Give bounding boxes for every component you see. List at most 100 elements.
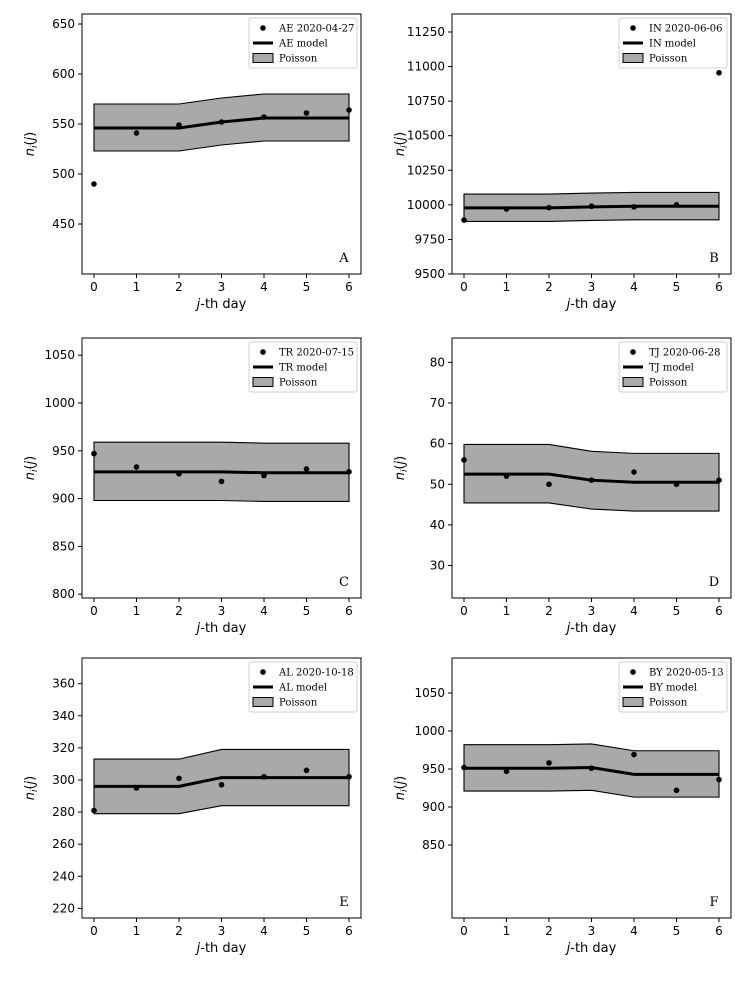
observed-point: [176, 470, 182, 477]
x-tick-label: 4: [630, 604, 638, 618]
x-tick-label: 0: [90, 924, 98, 938]
x-tick-label: 5: [303, 604, 311, 618]
x-tick-label: 2: [545, 604, 553, 618]
legend-entry-label: AL 2020-10-18: [278, 668, 354, 679]
observed-point: [218, 478, 225, 485]
y-tick-label: 360: [52, 677, 75, 691]
y-tick-label: 11000: [407, 60, 445, 74]
y-axis-label-paren: ): [393, 132, 408, 137]
x-tick-label: 5: [673, 604, 681, 618]
panel-letter: B: [709, 251, 719, 266]
observed-point: [303, 767, 310, 774]
panel-b: 0 1 2 3 4 5 6 9500 9750 10000 10250 10500 10750 11000…: [393, 13, 732, 312]
y-tick-label: 450: [52, 217, 75, 231]
y-tick-label: 60: [430, 437, 445, 451]
y-axis-label-paren: (: [393, 140, 408, 145]
x-tick-label: 4: [260, 280, 268, 294]
y-axis-label-paren: (: [393, 784, 408, 789]
x-tick-label: 3: [218, 280, 226, 294]
y-tick-label: 850: [422, 838, 445, 852]
observed-point: [346, 107, 352, 113]
x-tick-label: 1: [133, 604, 141, 618]
x-tick-label: 0: [460, 924, 468, 938]
y-tick-label: 500: [52, 167, 75, 181]
x-tick-label: 4: [260, 924, 268, 938]
y-axis-label-paren: (: [23, 784, 38, 789]
y-tick-label: 40: [430, 518, 445, 532]
legend-entry-label: Poisson: [279, 54, 318, 65]
observed-point: [176, 775, 182, 782]
observed-point: [218, 781, 225, 788]
x-tick-label: 2: [545, 280, 553, 294]
y-tick-label: 280: [52, 805, 75, 819]
x-axis-label-text: -th day: [570, 941, 616, 956]
observed-point: [546, 760, 552, 766]
y-tick-label: 30: [430, 559, 445, 573]
y-tick-label: 11250: [407, 25, 445, 39]
y-tick-label: 50: [430, 477, 445, 491]
observed-point: [133, 130, 140, 136]
observed-point: [631, 469, 637, 475]
poisson-band: [93, 748, 350, 815]
x-axis-label-var: j: [565, 941, 571, 956]
x-tick-label: 1: [503, 604, 511, 618]
y-axis-label-subscript: i: [30, 789, 40, 792]
legend-entry-label: BY model: [649, 683, 697, 694]
model-line: [94, 470, 349, 475]
x-tick-label: 1: [133, 280, 141, 294]
y-axis-label-var: n: [393, 472, 408, 480]
x-tick-label: 3: [218, 604, 226, 618]
y-axis-label-subscript: i: [400, 145, 410, 148]
panel-letter: D: [709, 575, 719, 590]
y-axis-label-paren: (: [23, 464, 38, 469]
x-axis-label-text: -th day: [570, 621, 616, 636]
legend-entry-label: Poisson: [649, 698, 688, 709]
y-tick-label: 340: [52, 709, 75, 723]
x-tick-label: 6: [715, 604, 723, 618]
observed-point: [631, 204, 637, 210]
y-axis-label-paren: ): [23, 456, 38, 461]
observed-point: [673, 481, 680, 488]
x-axis-label: j-th day: [195, 297, 247, 312]
legend-marker-band: [252, 377, 274, 387]
y-axis-label-var: j: [23, 460, 38, 466]
legend-entry-label: TJ 2020-06-28: [649, 348, 721, 359]
y-tick-label: 600: [52, 67, 75, 81]
x-tick-label: 6: [345, 604, 353, 618]
observed-point: [716, 477, 722, 483]
legend: BY 2020-05-13 BY model Poisson: [618, 661, 728, 713]
y-axis-label-subscript: i: [400, 469, 410, 472]
observed-point: [133, 785, 140, 791]
legend-box: [618, 17, 728, 69]
observed-point: [503, 768, 510, 775]
legend: IN 2020-06-06 IN model Poisson: [618, 17, 728, 69]
observed-point: [261, 773, 267, 780]
panel-letter: C: [339, 575, 349, 590]
observed-point: [461, 457, 467, 463]
panel-letter: A: [338, 251, 349, 266]
legend-box: [248, 17, 358, 69]
y-axis-label-paren: ): [393, 456, 408, 461]
observed-point: [303, 110, 310, 116]
observed-point: [673, 202, 680, 208]
x-axis-label: j-th day: [195, 941, 247, 956]
observed-point: [346, 773, 352, 780]
x-axis-label-text: -th day: [570, 297, 616, 312]
observed-point: [673, 787, 680, 794]
y-tick-label: 1050: [414, 686, 445, 700]
y-axis-label-var: j: [23, 780, 38, 786]
y-axis-label-subscript: i: [30, 469, 40, 472]
y-axis-label-var: j: [23, 136, 38, 142]
y-tick-label: 950: [52, 444, 75, 458]
legend-entry-label: AE model: [278, 39, 328, 50]
panel-letter: F: [709, 895, 718, 910]
legend-entry-label: Poisson: [279, 698, 318, 709]
y-axis-label-var: j: [393, 136, 408, 142]
x-tick-label: 1: [503, 924, 511, 938]
legend-entry-label: Poisson: [649, 378, 688, 389]
y-axis-label-paren: (: [393, 464, 408, 469]
